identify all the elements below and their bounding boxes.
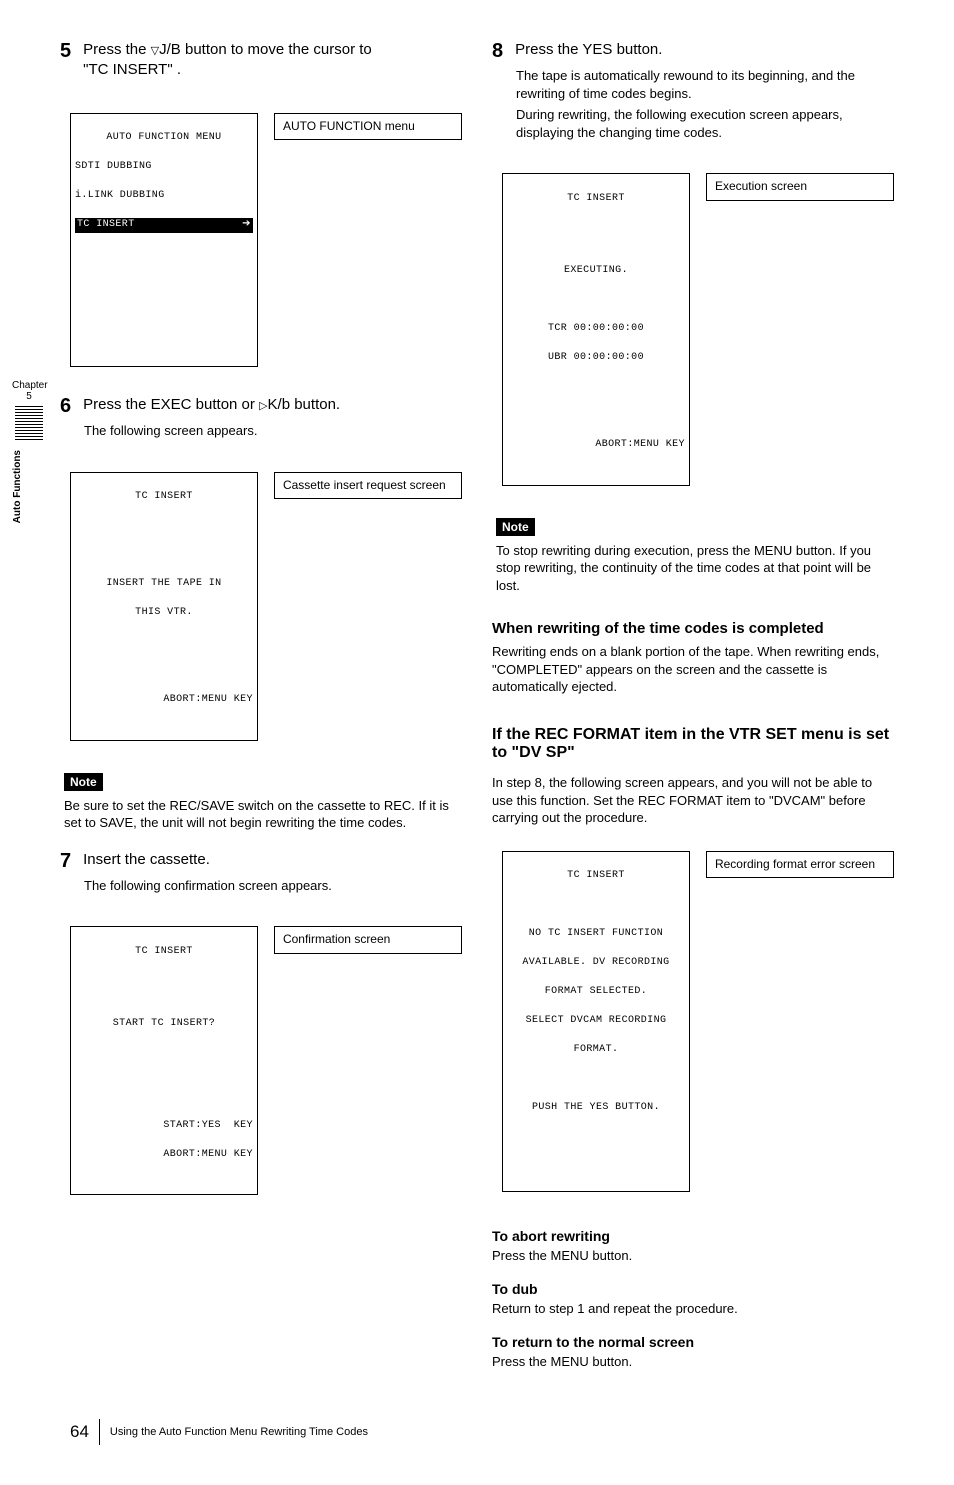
step-sub: The following confirmation screen appear… <box>84 877 462 895</box>
abort-head: To abort rewriting <box>492 1228 894 1244</box>
note: Note Be sure to set the REC/SAVE switch … <box>64 773 462 832</box>
menu-item: i.LINK DUBBING <box>75 189 253 204</box>
step-text: Insert the cassette. <box>83 850 210 870</box>
dub-section: To dub Return to step 1 and repeat the p… <box>492 1281 894 1316</box>
screen-title: TC INSERT <box>75 490 253 505</box>
screen-push: PUSH THE YES BUTTON. <box>507 1101 685 1116</box>
screen-abort: ABORT:MENU KEY <box>75 693 253 708</box>
screen-tcr: TCR 00:00:00:00 <box>507 322 685 337</box>
screen-title: TC INSERT <box>507 869 685 884</box>
dub-head: To dub <box>492 1281 894 1297</box>
step-8: 8 Press the YES button. The tape is auto… <box>492 40 894 141</box>
note-head: Note <box>64 773 103 791</box>
screen-caption: Recording format error screen <box>706 851 894 879</box>
screen-executing: TC INSERT EXECUTING. TCR 00:00:00:00 UBR… <box>502 173 690 486</box>
step-text: Press the YES button. <box>515 40 662 60</box>
step-number: 5 <box>60 40 71 63</box>
normal-head: To return to the normal screen <box>492 1334 894 1350</box>
complete-body: Rewriting ends on a blank portion of the… <box>492 643 894 696</box>
note-body: To stop rewriting during execution, pres… <box>496 542 894 595</box>
screen-line: AVAILABLE. DV RECORDING <box>507 956 685 971</box>
left-column: 5 Press the J/B button to move the curso… <box>60 40 462 1369</box>
screen-title: TC INSERT <box>507 192 685 207</box>
screen-line: SELECT DVCAM RECORDING <box>507 1014 685 1029</box>
screen-title: TC INSERT <box>75 945 253 960</box>
screen-abort: ABORT:MENU KEY <box>75 1148 253 1163</box>
dub-body: Return to step 1 and repeat the procedur… <box>492 1301 894 1316</box>
normal-section: To return to the normal screen Press the… <box>492 1334 894 1369</box>
sub-body: In step 8, the following screen appears,… <box>492 774 894 827</box>
screen-confirm: TC INSERT START TC INSERT? START:YES KEY… <box>70 926 258 1195</box>
right-triangle-icon <box>259 396 267 413</box>
screen-line: FORMAT. <box>507 1043 685 1058</box>
footer: 64 Using the Auto Function Menu Rewritin… <box>60 1419 894 1445</box>
screen-auto-function-menu: AUTO FUNCTION MENU SDTI DUBBING i.LINK D… <box>70 113 258 368</box>
screen-message: EXECUTING. <box>507 264 685 279</box>
screen-ubr: UBR 00:00:00:00 <box>507 351 685 366</box>
screen-caption: AUTO FUNCTION menu <box>274 113 462 141</box>
abort-section: To abort rewriting Press the MENU button… <box>492 1228 894 1263</box>
step-text: Press the J/B button to move the cursor … <box>83 40 372 81</box>
screen-insert-tape: TC INSERT INSERT THE TAPE IN THIS VTR. A… <box>70 472 258 741</box>
subhead-dv: If the REC FORMAT item in the VTR SET me… <box>492 726 894 762</box>
screen-message: THIS VTR. <box>75 606 253 621</box>
footer-text: Using the Auto Function Menu Rewriting T… <box>110 1426 368 1439</box>
note: Note To stop rewriting during execution,… <box>496 518 894 595</box>
abort-body: Press the MENU button. <box>492 1248 894 1263</box>
screen-caption: Execution screen <box>706 173 894 201</box>
step-sub: The following screen appears. <box>84 422 462 440</box>
screen-message: START TC INSERT? <box>75 1017 253 1032</box>
normal-body: Press the MENU button. <box>492 1354 894 1369</box>
screen-abort: ABORT:MENU KEY <box>507 438 685 453</box>
page-number: 64 <box>70 1422 89 1442</box>
footer-divider <box>99 1419 100 1445</box>
step-text: Press the EXEC button or K/b button. <box>83 395 340 415</box>
step-number: 8 <box>492 40 503 63</box>
complete-head: When rewriting of the time codes is comp… <box>492 620 894 637</box>
note-head: Note <box>496 518 535 536</box>
screen-title: AUTO FUNCTION MENU <box>75 131 253 146</box>
screen-message: INSERT THE TAPE IN <box>75 577 253 592</box>
menu-item: SDTI DUBBING <box>75 160 253 175</box>
note-body: Be sure to set the REC/SAVE switch on th… <box>64 797 462 832</box>
menu-item-selected: TC INSERT➔ <box>75 218 253 233</box>
step-sub: The tape is automatically rewound to its… <box>516 67 894 102</box>
screen-caption: Confirmation screen <box>274 926 462 954</box>
step-number: 7 <box>60 850 71 873</box>
right-column: 8 Press the YES button. The tape is auto… <box>492 40 894 1369</box>
complete-section: When rewriting of the time codes is comp… <box>492 620 894 696</box>
step-sub: During rewriting, the following executio… <box>516 106 894 141</box>
screen-start: START:YES KEY <box>75 1119 253 1134</box>
step-6: 6 Press the EXEC button or K/b button. T… <box>60 395 462 440</box>
step-7: 7 Insert the cassette. The following con… <box>60 850 462 895</box>
step-number: 6 <box>60 395 71 418</box>
screen-caption: Cassette insert request screen <box>274 472 462 500</box>
step-5: 5 Press the J/B button to move the curso… <box>60 40 462 81</box>
screen-dv-error: TC INSERT NO TC INSERT FUNCTION AVAILABL… <box>502 851 690 1193</box>
screen-line: NO TC INSERT FUNCTION <box>507 927 685 942</box>
arrow-right-icon: ➔ <box>242 218 251 233</box>
down-triangle-icon <box>151 41 159 58</box>
screen-line: FORMAT SELECTED. <box>507 985 685 1000</box>
